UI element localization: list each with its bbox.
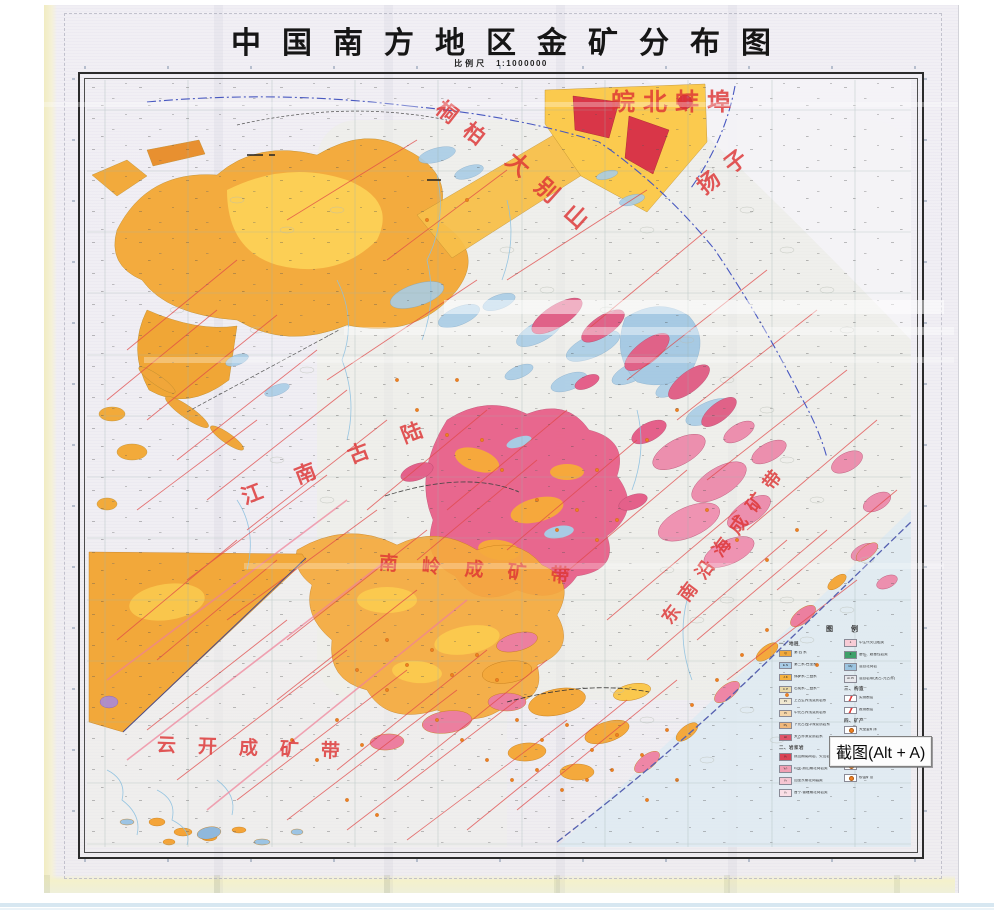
fault-line-swatch <box>844 706 857 714</box>
legend-item-label: 第三系-白垩系 <box>794 663 817 667</box>
legend-section-heading: 二、岩浆岩 <box>779 744 804 750</box>
legend-item: J·K 侏罗系-三叠系 <box>779 673 837 681</box>
color-swatch: γ₂ <box>779 789 792 797</box>
legend-item: γ₅¹ 印支-燕山期花岗岩类 <box>779 765 837 773</box>
color-swatch: γ₅ <box>779 753 792 761</box>
color-swatch: Pz <box>779 697 792 705</box>
gold-deposit-swatch <box>844 726 857 734</box>
legend-item-label: 晋宁-雪峰期花岗岩类 <box>794 790 828 794</box>
sheet-left-edge <box>44 5 57 893</box>
legend-item: Ar·Pt 混合岩带(太古-元古界) <box>844 675 902 683</box>
graticule-ticks-top <box>84 66 918 69</box>
legend-section-heading: 一、地层 <box>779 641 799 646</box>
sheet-bottom-edge <box>44 875 955 893</box>
legend-item: Pt 中元古界浅变质岩系 <box>779 709 837 717</box>
color-swatch: Pt₁ <box>779 721 792 729</box>
legend-item-label: 基性、超基性岩类 <box>859 652 888 656</box>
legend-item-label: 推测断层 <box>859 708 874 712</box>
graticule-ticks-right <box>924 78 927 854</box>
legend-item-label: 第 四 系 <box>794 651 807 655</box>
legend-item-label: 加里东期花岗岩类 <box>794 778 823 782</box>
legend-item: 大型金矿床 <box>844 726 902 734</box>
map-scale: 比例尺 1:1000000 <box>44 58 958 69</box>
color-swatch: γ₃ <box>779 777 792 785</box>
legend-item-label: 实测断层 <box>859 696 874 700</box>
color-swatch: Mγ <box>844 663 857 671</box>
legend-item-label: 中元古界浅变质岩系 <box>794 711 827 715</box>
color-swatch: Pt <box>779 709 792 717</box>
legend-item: Σ 基性、超基性岩类 <box>844 651 902 659</box>
legend-item: Ar 太古界深变质岩系 <box>779 733 837 741</box>
legend-item-label: 大型金矿床 <box>859 727 877 731</box>
legend-item: E·N 第三系-白垩系 <box>779 661 837 669</box>
legend-item: γ₅ 燕山期花岗岩、火山岩 <box>779 753 837 761</box>
legend-title: 图 例 <box>826 626 866 633</box>
fault-line-swatch <box>844 694 857 702</box>
legend-item-label: 下元古界中深变质岩系 <box>794 723 830 727</box>
annotation-wanbei-bengbu: 皖北蚌埠 <box>611 89 739 116</box>
legend-item: 推测断层 <box>844 706 902 714</box>
color-swatch: Ar <box>779 733 792 741</box>
legend-item: 实测断层 <box>844 694 902 702</box>
legend-item: Pz 上古生界浅变质岩系 <box>779 697 837 705</box>
graticule-ticks-left <box>72 78 75 854</box>
color-swatch: Q <box>779 649 792 657</box>
legend-item: C·P 石炭系-二叠系 <box>779 685 837 693</box>
color-swatch: Σ <box>844 651 857 659</box>
legend-section-heading: 四、矿产 <box>844 717 864 723</box>
geologic-map-graphic <box>87 80 911 847</box>
legend-item-label: 石炭系-二叠系 <box>794 687 817 691</box>
legend-item-label: 中生代火山岩类 <box>859 640 885 644</box>
scale-value: 1:1000000 <box>496 59 548 68</box>
page-bottom-strip <box>0 903 994 907</box>
legend-section-heading: 三、构造 <box>844 686 864 691</box>
scanned-map-sheet: 中国南方地区金矿分布图 比例尺 1:1000000 <box>44 5 959 893</box>
legend-item-label: 混合岩带(太古-元古界) <box>859 676 895 680</box>
legend-item: 砂金矿点 <box>844 774 902 782</box>
map-title: 中国南方地区金矿分布图 <box>231 27 792 60</box>
legend-item: γ₂ 晋宁-雪峰期花岗岩类 <box>779 789 837 797</box>
legend-body: 一、地层 Q 第 四 系 E·N 第三系-白垩系 J·K 侏罗系-三叠系 C·P 石炭系-二叠系… <box>779 639 905 801</box>
map-image[interactable]: 皖北蚌埠 桐柏 大别山 扬子 江南古陆 南岭成矿带 东南沿海成矿带 云开成矿带 … <box>87 80 911 847</box>
color-swatch: γ₅¹ <box>779 765 792 773</box>
legend-item: Pt₁ 下元古界中深变质岩系 <box>779 721 837 729</box>
legend-item-label: 混合花岗岩 <box>859 664 877 668</box>
color-swatch: E·N <box>779 661 792 669</box>
legend-item-label: 太古界深变质岩系 <box>794 735 823 739</box>
legend-item-label: 砂金矿点 <box>859 775 874 779</box>
legend-item-label: 印支-燕山期花岗岩类 <box>794 766 828 770</box>
graticule-ticks-bottom <box>84 859 918 862</box>
color-swatch: λ <box>844 639 857 647</box>
color-swatch: J·K <box>779 673 792 681</box>
legend-item: Mγ 混合花岗岩 <box>844 663 902 671</box>
gold-deposit-swatch <box>844 774 857 782</box>
color-swatch: Ar·Pt <box>844 675 857 683</box>
sheet-perforated-border <box>64 13 942 879</box>
map-legend: 图 例 一、地层 Q 第 四 系 E·N 第三系-白垩系 J·K 侏罗系-三叠系 C·P 石炭系… <box>779 626 905 801</box>
legend-item-label: 上古生界浅变质岩系 <box>794 699 827 703</box>
legend-item: γ₃ 加里东期花岗岩类 <box>779 777 837 785</box>
scale-label: 比例尺 <box>454 59 488 68</box>
color-swatch: C·P <box>779 685 792 693</box>
legend-item-label: 燕山期花岗岩、火山岩 <box>794 754 830 758</box>
legend-item-label: 侏罗系-三叠系 <box>794 675 817 679</box>
legend-item: λ 中生代火山岩类 <box>844 639 902 647</box>
screenshot-tooltip: 截图(Alt + A) <box>829 736 933 767</box>
page-bottom-strip-light <box>0 908 994 910</box>
